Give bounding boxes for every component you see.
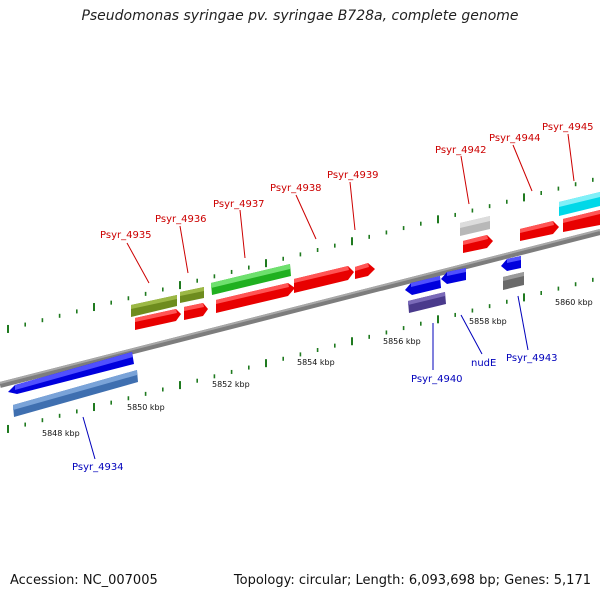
tick-label-5848: 5848 kbp <box>42 429 80 438</box>
genome-summary-text: Topology: circular; Length: 6,093,698 bp… <box>233 573 591 588</box>
label-psyr-4943: Psyr_4943 <box>506 353 558 364</box>
tick-label-5850: 5850 kbp <box>127 403 165 412</box>
feature-psyr-4938[interactable] <box>294 266 354 293</box>
leader-lines-reverse <box>82 295 529 460</box>
forward-labels: Psyr_4935 Psyr_4936 Psyr_4937 Psyr_4938 … <box>100 122 594 241</box>
tick-label-5856: 5856 kbp <box>383 337 421 346</box>
label-psyr-4940: Psyr_4940 <box>411 374 463 385</box>
feature-psyr-4934[interactable] <box>8 352 138 417</box>
reverse-labels: Psyr_4934 Psyr_4940 nudE Psyr_4943 <box>72 353 558 473</box>
feature-psyr-4940[interactable] <box>405 276 446 313</box>
label-psyr-4938: Psyr_4938 <box>270 183 322 194</box>
feature-psyr-4939[interactable] <box>355 263 375 279</box>
tick-labels: 5848 kbp 5850 kbp 5852 kbp 5854 kbp 5856… <box>42 298 593 438</box>
tick-label-5852: 5852 kbp <box>212 380 250 389</box>
feature-psyr-4935[interactable] <box>131 295 181 330</box>
feature-psyr-4936[interactable] <box>180 287 208 320</box>
tick-label-5858: 5858 kbp <box>469 317 507 326</box>
tick-label-5860: 5860 kbp <box>555 298 593 307</box>
feature-psyr-4937[interactable] <box>211 264 295 313</box>
genome-title: Pseudomonas syringae pv. syringae B728a,… <box>81 8 519 24</box>
label-nude: nudE <box>471 358 496 369</box>
tick-rows <box>7 177 594 433</box>
label-psyr-4935: Psyr_4935 <box>100 230 152 241</box>
label-psyr-4934: Psyr_4934 <box>72 462 124 473</box>
label-psyr-4936: Psyr_4936 <box>155 214 207 225</box>
feature-psyr-4945[interactable] <box>559 192 600 232</box>
feature-psyr-4943[interactable] <box>501 256 524 290</box>
tick-label-5854: 5854 kbp <box>297 358 335 367</box>
label-psyr-4945: Psyr_4945 <box>542 122 594 133</box>
feature-psyr-4944[interactable] <box>520 221 559 241</box>
label-psyr-4939: Psyr_4939 <box>327 170 379 181</box>
genome-backbone <box>0 229 600 388</box>
label-psyr-4944: Psyr_4944 <box>489 133 541 144</box>
label-psyr-4942: Psyr_4942 <box>435 145 487 156</box>
feature-psyr-4942[interactable] <box>460 216 493 253</box>
label-psyr-4937: Psyr_4937 <box>213 199 265 210</box>
accession-text: Accession: NC_007005 <box>10 573 158 588</box>
feature-nude[interactable] <box>441 268 466 284</box>
leader-lines <box>126 133 575 284</box>
